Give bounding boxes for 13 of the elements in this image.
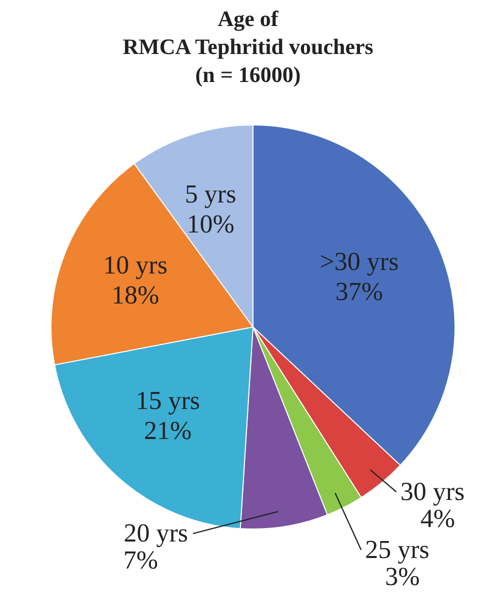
data-label: 7% xyxy=(123,546,158,575)
slice-label: 20 yrs xyxy=(124,518,188,548)
slice-label: 25 yrs xyxy=(365,534,430,564)
chart-title: Age of RMCA Tephritid vouchers (n = 16000) xyxy=(122,6,374,87)
data-label: 37% xyxy=(335,276,384,306)
data-label: 21% xyxy=(144,416,192,445)
slice-label: >30 yrs xyxy=(320,246,399,276)
data-label: 10% xyxy=(186,210,234,239)
data-label: 18% xyxy=(111,280,160,310)
slice-label: 10 yrs xyxy=(103,250,168,280)
slice-label: 30 yrs xyxy=(400,476,465,506)
slice-label: 15 yrs xyxy=(136,386,200,415)
slice-label: 5 yrs xyxy=(184,180,236,209)
